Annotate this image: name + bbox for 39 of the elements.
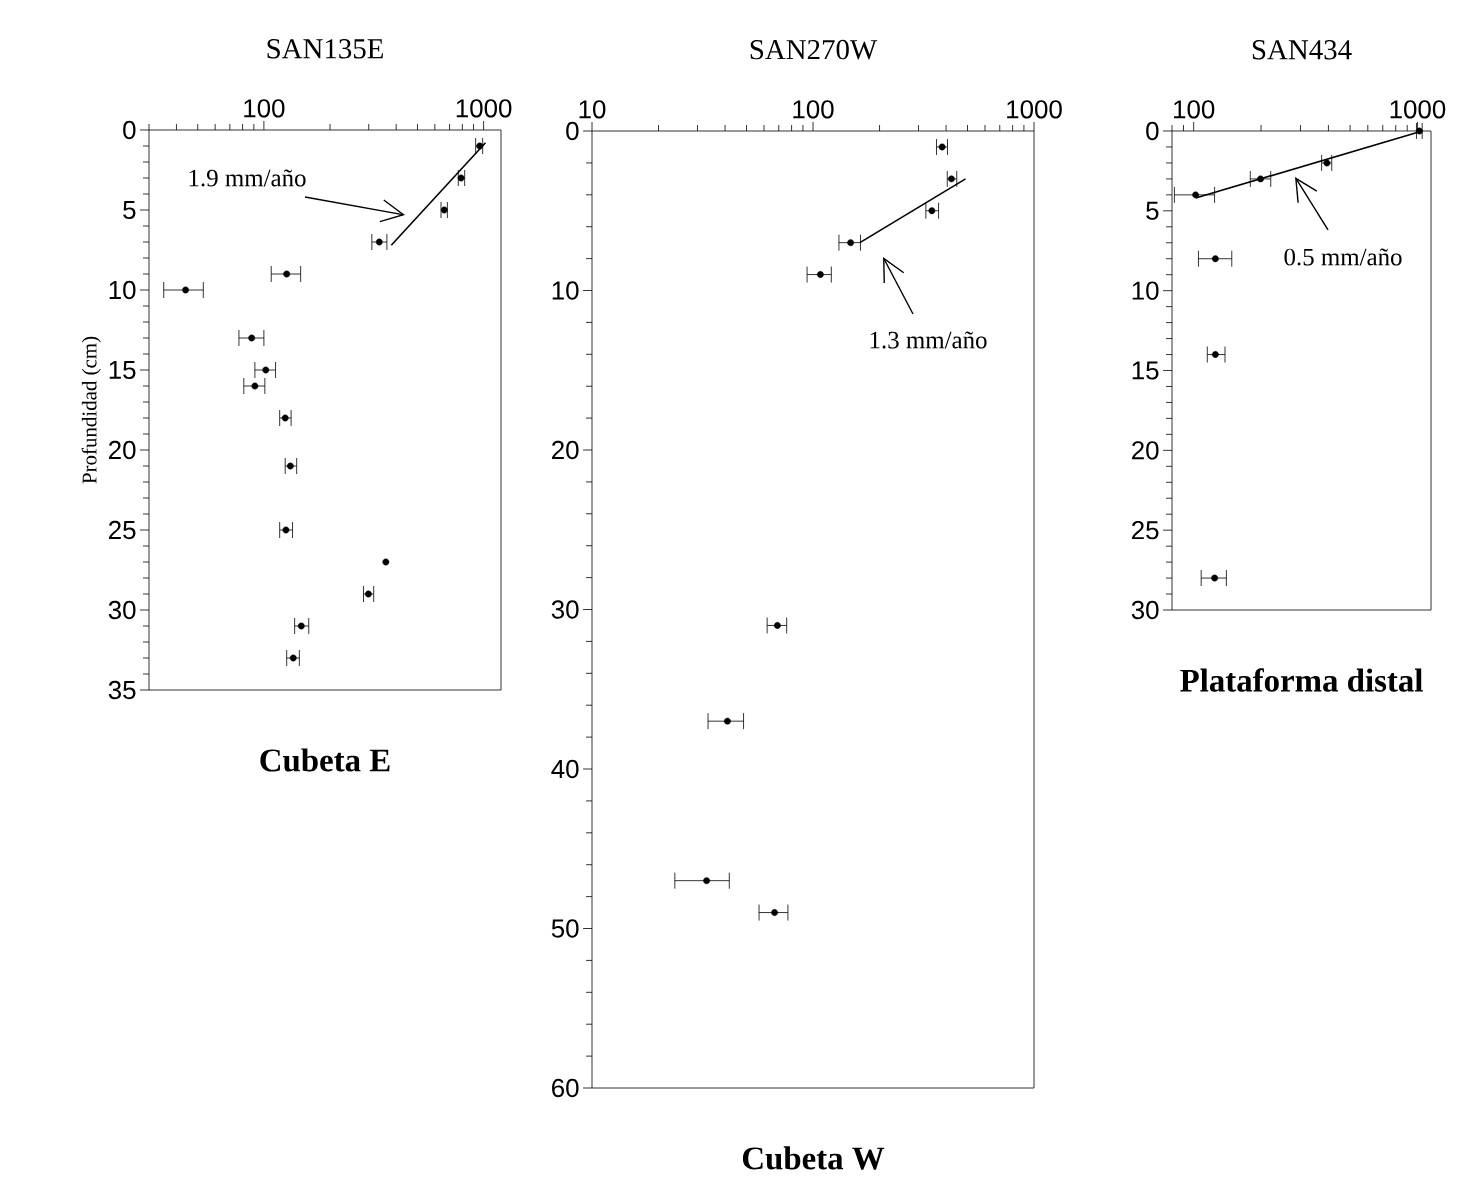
y-tick-label: 0 xyxy=(123,120,136,140)
x-tick-label: 10 xyxy=(579,100,606,119)
annotation: 1.3 mm/año xyxy=(870,331,987,349)
y-tick-label: 40 xyxy=(551,759,579,779)
x-tick-label: 1000 xyxy=(1007,100,1062,119)
y-tick-label: 10 xyxy=(109,280,136,300)
text: Cubeta W xyxy=(742,1146,885,1170)
text: Plataforma distal xyxy=(1180,668,1423,692)
chart-title: SAN270W xyxy=(750,39,878,60)
x-tick-label: 100 xyxy=(793,100,834,119)
y-tick-label: 0 xyxy=(566,121,579,141)
y-tick-label: 30 xyxy=(1131,600,1159,620)
y-tick-label: 35 xyxy=(108,680,136,700)
y-tick-label: 20 xyxy=(109,440,136,460)
y-tick-label: 5 xyxy=(123,200,136,220)
y-tick-label: 10 xyxy=(1132,281,1159,300)
y-tick-label: 15 xyxy=(109,360,136,380)
chart-title: SAN434 xyxy=(1252,40,1352,60)
x-tick-label: 1000 xyxy=(456,99,512,118)
y-tick-label: 30 xyxy=(108,600,136,620)
y-tick-label: 0 xyxy=(1146,121,1159,141)
x-tick-label: 1000 xyxy=(1390,100,1446,119)
x-tick-label: 100 xyxy=(1174,100,1215,119)
y-tick-label: 5 xyxy=(1146,201,1159,220)
text: Cubeta E xyxy=(260,748,390,772)
x-tick-label: 100 xyxy=(244,99,285,118)
y-tick-label: 25 xyxy=(1132,520,1159,540)
y-tick-label: 10 xyxy=(552,281,579,300)
annotation: 1.9 mm/año xyxy=(189,169,306,187)
y-tick-label: 60 xyxy=(552,1078,579,1098)
annotation: 0.5 mm/año xyxy=(1284,248,1402,266)
y-axis-title: Profundidad (cm) xyxy=(81,336,101,484)
chart-title: SAN135E xyxy=(267,39,383,59)
y-tick-label: 20 xyxy=(1132,441,1159,460)
y-tick-label: 15 xyxy=(1132,361,1159,380)
y-tick-label: 20 xyxy=(552,440,579,460)
y-tick-label: 50 xyxy=(551,919,579,938)
y-tick-label: 30 xyxy=(551,600,579,619)
y-tick-label: 25 xyxy=(109,520,136,540)
